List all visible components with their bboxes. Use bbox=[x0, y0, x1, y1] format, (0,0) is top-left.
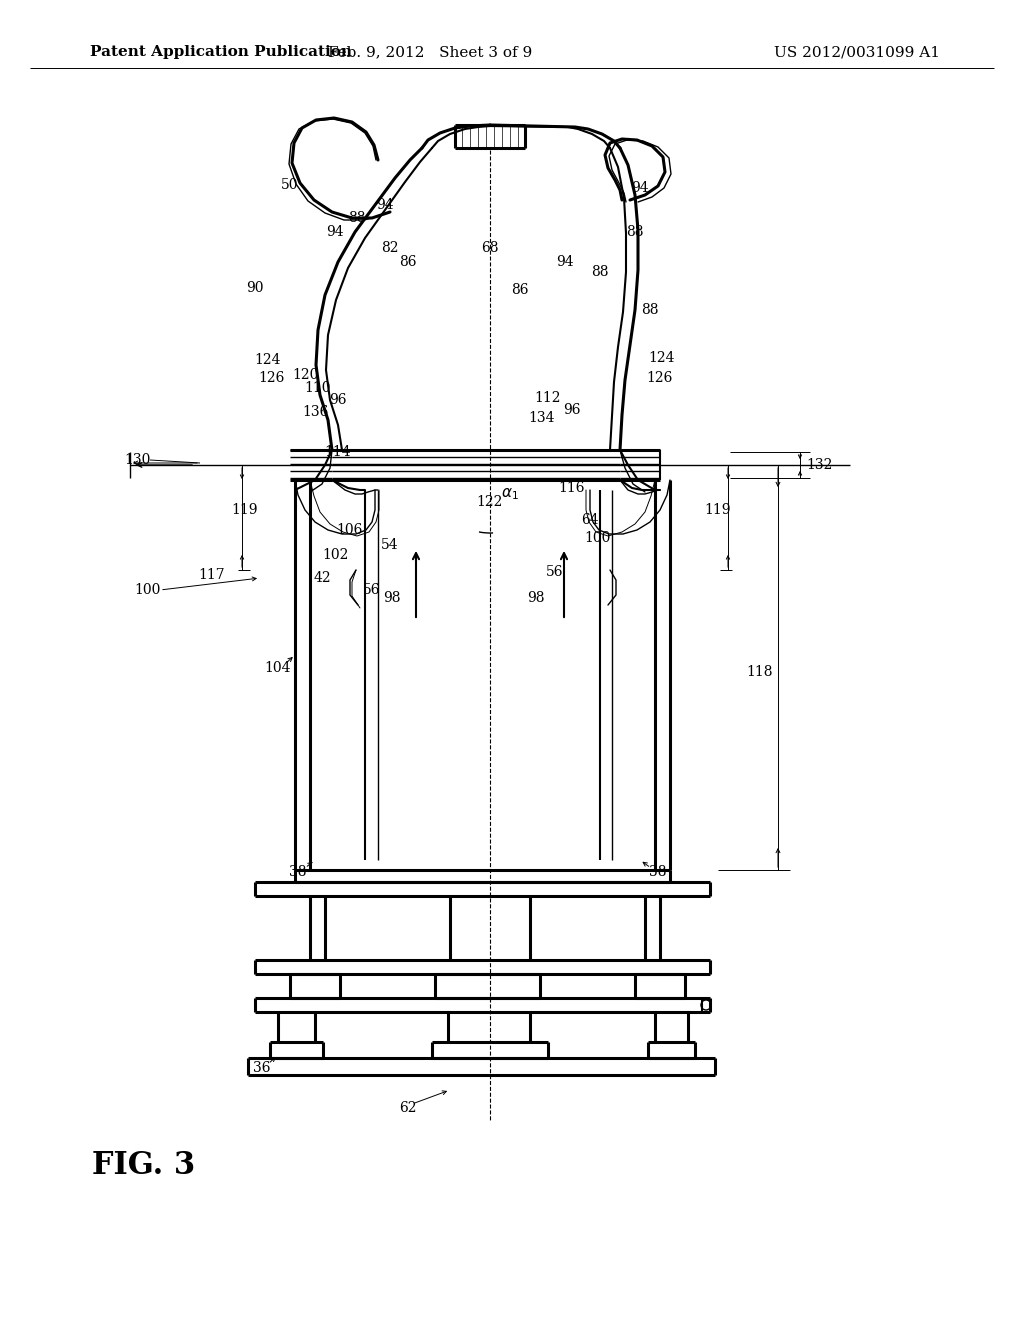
Text: 98: 98 bbox=[383, 591, 400, 605]
Text: 68: 68 bbox=[481, 242, 499, 255]
Text: 94: 94 bbox=[327, 224, 344, 239]
Text: 119: 119 bbox=[231, 503, 258, 517]
Text: 102: 102 bbox=[323, 548, 349, 562]
Text: 96: 96 bbox=[330, 393, 347, 407]
Text: 50: 50 bbox=[282, 178, 299, 191]
Text: 119: 119 bbox=[705, 503, 731, 517]
Text: 94: 94 bbox=[376, 198, 394, 213]
Text: 96: 96 bbox=[563, 403, 581, 417]
Text: 94: 94 bbox=[631, 181, 649, 195]
Text: 124: 124 bbox=[649, 351, 675, 366]
Text: 88: 88 bbox=[627, 224, 644, 239]
Text: 90: 90 bbox=[246, 281, 264, 294]
Text: 104: 104 bbox=[265, 661, 291, 675]
Text: 42: 42 bbox=[313, 572, 331, 585]
Text: 136: 136 bbox=[303, 405, 329, 418]
Text: 86: 86 bbox=[511, 282, 528, 297]
Text: 106: 106 bbox=[337, 523, 364, 537]
Text: 100: 100 bbox=[135, 583, 161, 597]
Text: 54: 54 bbox=[381, 539, 398, 552]
Text: Feb. 9, 2012   Sheet 3 of 9: Feb. 9, 2012 Sheet 3 of 9 bbox=[328, 45, 532, 59]
Text: 88: 88 bbox=[348, 211, 366, 224]
Text: 98: 98 bbox=[527, 591, 545, 605]
Text: US 2012/0031099 A1: US 2012/0031099 A1 bbox=[774, 45, 940, 59]
Text: 132: 132 bbox=[807, 458, 834, 473]
Text: 112: 112 bbox=[535, 391, 561, 405]
Text: 64: 64 bbox=[582, 513, 599, 527]
Text: 110: 110 bbox=[305, 381, 331, 395]
Text: 122: 122 bbox=[477, 495, 503, 510]
Text: 117: 117 bbox=[199, 568, 225, 582]
Text: 56: 56 bbox=[364, 583, 381, 597]
Text: 126: 126 bbox=[259, 371, 286, 385]
Text: 88: 88 bbox=[591, 265, 608, 279]
Text: 36: 36 bbox=[253, 1061, 270, 1074]
Text: 120: 120 bbox=[293, 368, 319, 381]
Text: 62: 62 bbox=[399, 1101, 417, 1115]
Text: Patent Application Publication: Patent Application Publication bbox=[90, 45, 352, 59]
Text: 130: 130 bbox=[125, 453, 152, 467]
Text: 56: 56 bbox=[546, 565, 564, 579]
Text: 114: 114 bbox=[325, 445, 351, 459]
Text: 124: 124 bbox=[255, 352, 282, 367]
Text: 38: 38 bbox=[289, 865, 307, 879]
Text: 116: 116 bbox=[559, 480, 586, 495]
Text: 86: 86 bbox=[399, 255, 417, 269]
Text: 82: 82 bbox=[381, 242, 398, 255]
Text: 118: 118 bbox=[746, 665, 773, 678]
Text: 126: 126 bbox=[647, 371, 673, 385]
Text: 134: 134 bbox=[528, 411, 555, 425]
Text: 100: 100 bbox=[585, 531, 611, 545]
Text: 38: 38 bbox=[649, 865, 667, 879]
Text: $\alpha_1$: $\alpha_1$ bbox=[501, 486, 519, 502]
Text: FIG. 3: FIG. 3 bbox=[92, 1150, 196, 1180]
Text: 94: 94 bbox=[556, 255, 573, 269]
Text: 88: 88 bbox=[641, 304, 658, 317]
